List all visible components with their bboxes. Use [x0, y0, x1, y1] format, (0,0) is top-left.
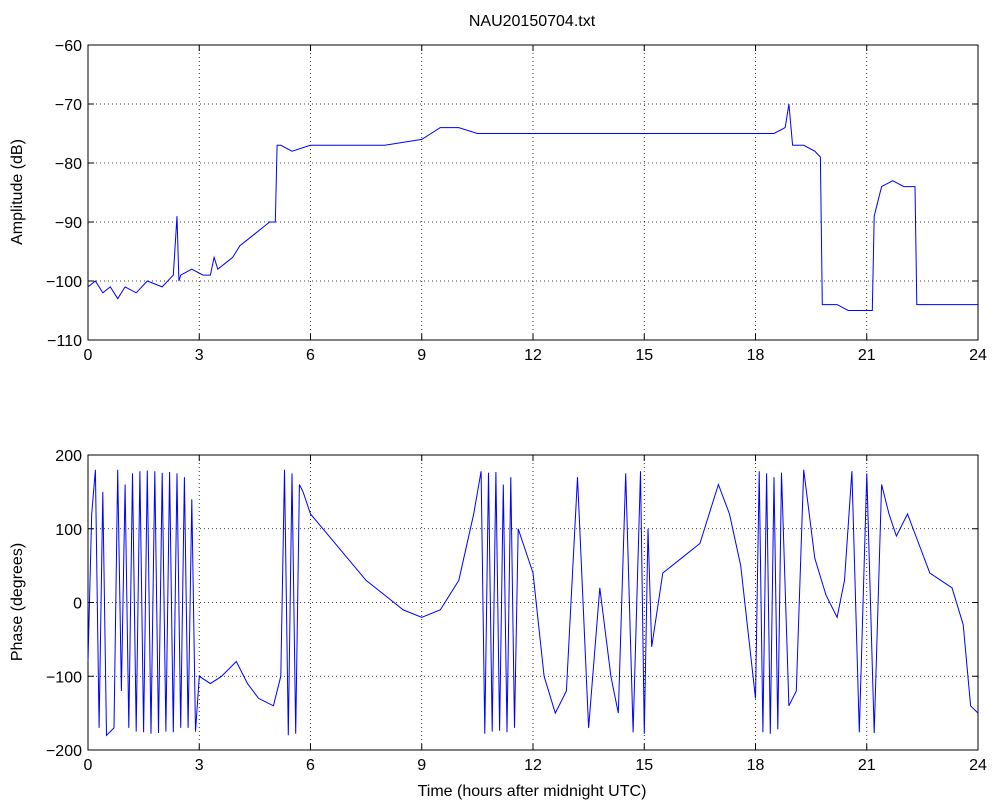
amplitude-x-ticks: 0 3 6 9 12 15 18 21 24 [84, 45, 987, 364]
x-tick-label: 9 [417, 757, 426, 774]
y-tick-label: −200 [46, 743, 82, 760]
y-tick-label: −100 [46, 669, 82, 686]
x-tick-label: 9 [417, 347, 426, 364]
series-line [87, 103, 978, 311]
phase-panel: 0 3 6 9 12 15 18 21 24 200 100 0 −100 −200 Phase (de… [9, 448, 987, 800]
y-tick-label: 100 [55, 522, 82, 539]
y-tick-label: −80 [55, 156, 82, 173]
x-tick-label: 6 [306, 757, 315, 774]
amplitude-y-ticks: −60 −70 −80 −90 −100 −110 [46, 38, 978, 350]
phase-y-ticks: 200 100 0 −100 −200 [46, 448, 978, 760]
phase-series [87, 469, 979, 737]
y-tick-label: −110 [47, 333, 82, 350]
x-tick-label: 24 [969, 757, 987, 774]
x-tick-label: 15 [635, 757, 653, 774]
x-tick-label: 18 [747, 347, 765, 364]
amplitude-panel: NAU20150704.txt 0 3 6 9 12 15 18 21 24 −60 −70 −80… [9, 13, 987, 364]
amplitude-plot-frame [87, 44, 979, 341]
x-tick-label: 21 [858, 347, 876, 364]
x-tick-label: 3 [195, 757, 204, 774]
y-tick-label: −90 [55, 215, 82, 232]
y-tick-label: −70 [55, 97, 82, 114]
amplitude-grid [88, 45, 978, 340]
x-tick-label: 24 [969, 347, 987, 364]
series-line [87, 469, 979, 737]
x-tick-label: 0 [84, 347, 93, 364]
x-tick-label: 0 [84, 757, 93, 774]
phase-x-axis-label: Time (hours after midnight UTC) [418, 783, 647, 800]
y-tick-label: −100 [46, 274, 82, 291]
phase-y-axis-label: Phase (degrees) [9, 543, 26, 661]
amplitude-y-axis-label: Amplitude (dB) [9, 139, 26, 245]
y-tick-label: 200 [55, 448, 82, 465]
x-tick-label: 6 [306, 347, 315, 364]
y-tick-label: 0 [73, 596, 82, 613]
amplitude-series [87, 103, 978, 311]
x-tick-label: 12 [524, 347, 542, 364]
x-tick-label: 3 [195, 347, 204, 364]
y-tick-label: −60 [55, 38, 82, 55]
x-tick-label: 21 [858, 757, 876, 774]
x-tick-label: 12 [524, 757, 542, 774]
phase-grid [88, 455, 978, 750]
x-tick-label: 18 [747, 757, 765, 774]
phase-x-ticks: 0 3 6 9 12 15 18 21 24 [84, 455, 987, 774]
chart-title: NAU20150704.txt [469, 13, 596, 30]
x-tick-label: 15 [635, 347, 653, 364]
